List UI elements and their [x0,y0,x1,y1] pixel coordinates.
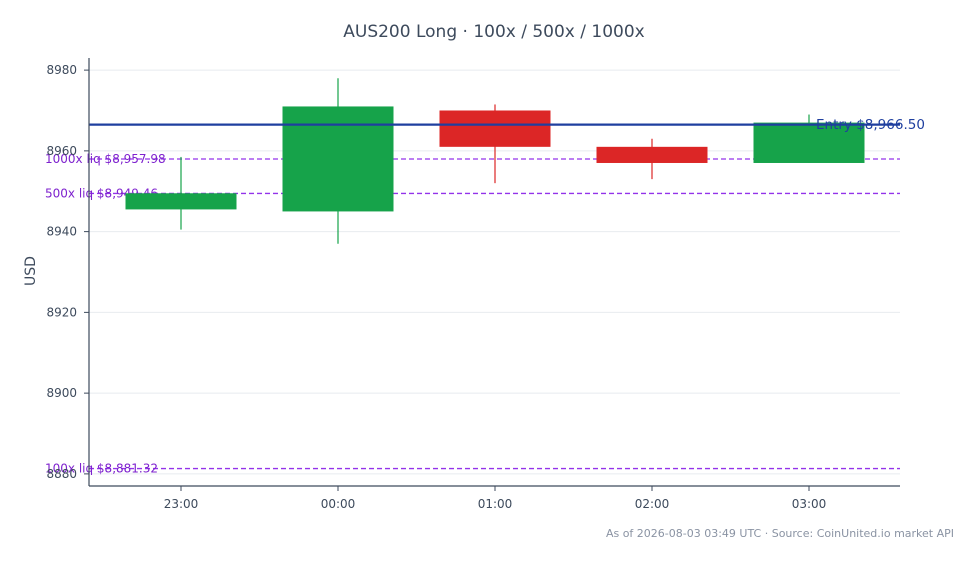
candle-body [596,146,708,163]
candle-body [282,106,394,212]
x-tick-label: 23:00 [164,497,199,511]
entry-label: Entry $8,966.50 [816,117,925,133]
x-tick-label: 02:00 [635,497,670,511]
y-tick-label: 8920 [46,305,77,319]
axes: 8880 8900 8920 8940 8960 8980 23:00 00:00 01:00 0… [46,58,900,511]
x-tick-label: 03:00 [792,497,827,511]
chart-title: AUS200 Long · 100x / 500x / 1000x [343,22,644,42]
y-tick-label: 8940 [46,225,77,239]
candle-body [439,110,551,147]
candle-body [753,122,865,163]
liquidation-label: 1000x liq $8,957.98 [45,152,166,166]
y-tick-label: 8900 [46,386,77,400]
liquidation-label: 100x liq $8,881.32 [45,462,158,476]
entry-line-group: Entry $8,966.50 [89,117,925,133]
x-tick-label: 00:00 [321,497,356,511]
candles [125,78,865,244]
footer-source-note: As of 2026-08-03 03:49 UTC · Source: Coi… [606,527,954,540]
y-tick-label: 8960 [46,144,77,158]
x-tick-label: 01:00 [478,497,513,511]
candle-body [125,193,237,210]
y-axis-label: USD [23,256,39,286]
y-tick-label: 8980 [46,63,77,77]
y-tick-label: 8880 [46,467,77,481]
